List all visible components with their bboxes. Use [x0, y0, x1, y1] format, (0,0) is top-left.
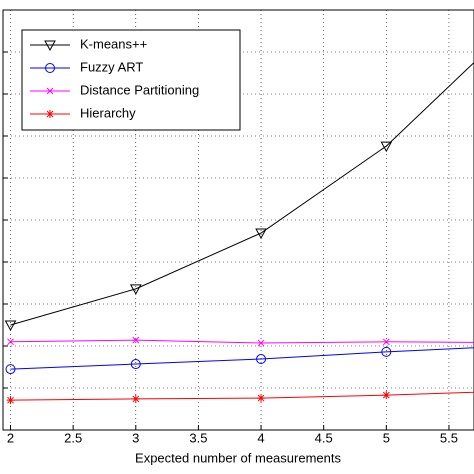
x-tick-label: 3 — [132, 430, 139, 445]
marker — [257, 339, 265, 347]
marker — [382, 338, 390, 346]
marker — [7, 338, 14, 346]
marker — [45, 63, 55, 73]
marker — [255, 228, 267, 240]
marker — [46, 87, 54, 95]
marker — [4, 320, 17, 332]
marker — [382, 391, 391, 400]
x-axis-label: Expected number of measurements — [135, 450, 341, 465]
marker — [380, 141, 393, 153]
marker — [257, 394, 266, 403]
marker — [130, 359, 141, 370]
legend-box — [21, 29, 241, 131]
legend-label: Distance Partitioning — [80, 82, 199, 97]
marker — [44, 40, 56, 52]
x-tick-label: 5 — [383, 430, 390, 445]
legend-label: Fuzzy ART — [80, 59, 143, 74]
series-line — [10, 61, 474, 326]
legend-label: Hierarchy — [80, 105, 136, 120]
x-tick-label: 2 — [7, 430, 14, 445]
legend-label: K-means++ — [80, 36, 147, 51]
marker — [6, 396, 15, 405]
x-tick-label: 3.5 — [189, 430, 207, 445]
marker — [46, 110, 54, 118]
marker — [132, 336, 140, 344]
marker — [381, 346, 392, 357]
marker — [5, 364, 16, 375]
x-tick-label: 4.5 — [315, 430, 333, 445]
series-line — [10, 347, 474, 370]
x-tick-label: 5.5 — [440, 430, 458, 445]
x-tick-label: 2.5 — [64, 430, 82, 445]
marker — [129, 284, 142, 295]
marker — [256, 354, 267, 365]
x-tick-label: 4 — [257, 430, 264, 445]
marker — [131, 394, 140, 403]
